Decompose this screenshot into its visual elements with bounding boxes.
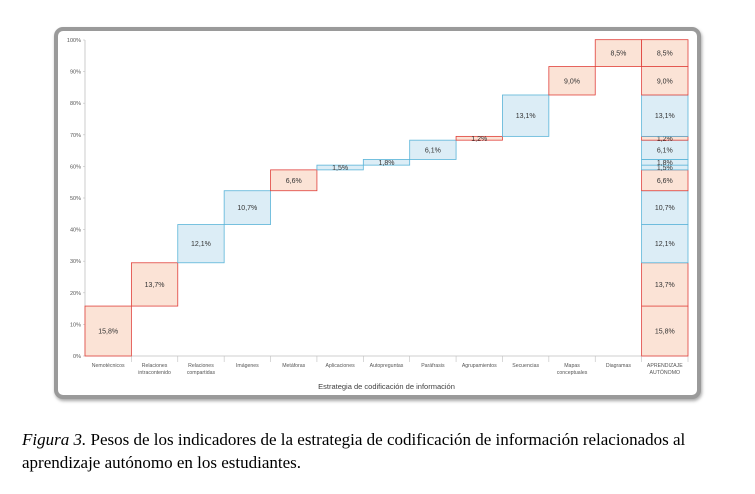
bar — [548, 66, 596, 96]
bar — [455, 135, 503, 141]
y-tick-label: 30% — [70, 259, 81, 265]
bar — [316, 164, 364, 171]
bar — [594, 39, 643, 67]
x-tick-label: Metáforas — [282, 363, 305, 369]
x-tick-label: Agrupamientos — [462, 363, 497, 369]
x-tick-label: Mapas — [564, 363, 580, 369]
y-tick-label: 70% — [70, 133, 81, 139]
y-tick-label: 90% — [70, 70, 81, 76]
data-label: 1,2% — [471, 136, 487, 143]
bar — [409, 139, 457, 160]
caption-label: Figura 3. — [22, 430, 87, 449]
caption-text: Pesos de los indicadores de la estrategi… — [22, 430, 686, 472]
y-tick-label: 10% — [70, 322, 81, 328]
y-tick-label: 40% — [70, 228, 81, 234]
x-tick-label: Relaciones — [188, 363, 214, 369]
total-segment-label: 1,8% — [657, 160, 673, 167]
data-label: 8,5% — [610, 51, 626, 58]
total-bar-segment — [641, 224, 689, 264]
chart-bars: 15,8%13,7%12,1%10,7%6,6%1,5%1,8%6,1%1,2%… — [84, 39, 689, 357]
figure-caption: Figura 3. Pesos de los indicadores de la… — [22, 428, 742, 474]
total-segment-label: 10,7% — [655, 205, 675, 212]
y-tick-label: 0% — [73, 354, 81, 360]
x-tick-label: intracontenido — [138, 370, 171, 376]
data-label: 1,5% — [332, 165, 348, 172]
y-tick-label: 80% — [70, 101, 81, 107]
total-bar-segment — [641, 39, 689, 67]
data-label: 13,1% — [516, 113, 536, 120]
bar — [362, 159, 411, 166]
bar — [177, 224, 225, 264]
total-bar-segment — [641, 262, 689, 307]
x-tick-label: Diagramas — [606, 363, 631, 369]
x-tick-label: AUTÓNOMO — [650, 369, 681, 376]
bar — [130, 262, 179, 307]
x-axis-title: Estrategia de codificación de informació… — [318, 382, 455, 391]
data-label: 6,1% — [425, 147, 441, 154]
total-segment-label: 13,7% — [655, 282, 675, 289]
bar — [502, 94, 550, 137]
total-segment-label: 6,1% — [657, 147, 673, 154]
data-label: 6,6% — [286, 178, 302, 185]
total-bar-segment — [641, 66, 689, 96]
x-tick-label: compartidas — [187, 370, 216, 376]
y-tick-label: 100% — [67, 38, 81, 44]
x-tick-label: Paráfrasis — [421, 363, 445, 369]
chart-frame: 15,8% 13,7% 12,1% 10,7% 6,6% 1,5% 1,8% 6,1% 1,2%… — [54, 27, 701, 399]
total-segment-label: 13,1% — [655, 113, 675, 120]
waterfall-chart: 15,8%13,7%12,1%10,7%6,6%1,5%1,8%6,1%1,2%… — [67, 38, 689, 391]
total-segment-label: 15,8% — [655, 329, 675, 336]
x-tick-label: Aplicaciones — [326, 363, 356, 369]
total-segment-label: 1,5% — [657, 165, 673, 172]
bar — [84, 305, 132, 357]
x-tick-label: Secuencias — [512, 363, 539, 369]
x-tick-label: conceptuales — [557, 370, 588, 376]
total-bar-segment — [641, 94, 689, 137]
y-tick-label: 60% — [70, 164, 81, 170]
data-label: 1,8% — [379, 160, 395, 167]
total-segment-label: 6,6% — [657, 178, 673, 185]
total-segment-label: 9,0% — [657, 78, 673, 85]
data-label: 9,0% — [564, 78, 580, 85]
total-segment-label: 12,1% — [655, 241, 675, 248]
x-tick-label: Nemotécnicos — [92, 363, 125, 369]
y-tick-label: 50% — [70, 196, 81, 202]
chart-ticks: 0% 10% 20% 30% 40% 50% 60% 70% 80% 90% 100% Nemotéc… — [67, 38, 683, 376]
data-label: 15,8% — [98, 329, 118, 336]
x-tick-label: Autopreguntas — [370, 363, 404, 369]
data-label: 10,7% — [237, 205, 257, 212]
x-tick-label: Imágenes — [236, 363, 259, 369]
bar — [270, 169, 318, 192]
chart-axes — [83, 39, 689, 362]
data-label: 12,1% — [191, 241, 211, 248]
total-segment-label: 8,5% — [657, 51, 673, 58]
x-tick-label: APRENDIZAJE — [647, 363, 683, 369]
y-tick-label: 20% — [70, 291, 81, 297]
data-label: 13,7% — [145, 282, 165, 289]
x-tick-label: Relaciones — [142, 363, 168, 369]
bar — [223, 190, 271, 225]
total-segment-label: 1,2% — [657, 136, 673, 143]
